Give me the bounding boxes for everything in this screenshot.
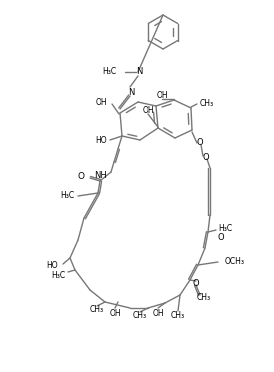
Text: CH₃: CH₃ — [133, 311, 147, 321]
Text: O: O — [197, 138, 203, 147]
Text: CH₃: CH₃ — [90, 305, 104, 314]
Text: O: O — [218, 232, 225, 241]
Text: NH: NH — [94, 170, 107, 180]
Text: OCH₃: OCH₃ — [225, 257, 245, 266]
Text: OH: OH — [109, 308, 121, 317]
Text: OH: OH — [142, 106, 154, 115]
Text: N: N — [136, 67, 142, 76]
Text: OH: OH — [156, 90, 168, 99]
Text: H₃C: H₃C — [218, 224, 232, 232]
Text: OH: OH — [152, 308, 164, 317]
Text: HO: HO — [95, 135, 107, 144]
Text: HO: HO — [46, 262, 58, 270]
Text: O: O — [78, 171, 85, 180]
Text: OH: OH — [95, 97, 107, 106]
Text: H₃C: H₃C — [51, 270, 65, 279]
Text: H₃C: H₃C — [60, 190, 74, 199]
Text: N: N — [128, 87, 134, 96]
Text: O: O — [193, 279, 199, 288]
Text: CH₃: CH₃ — [200, 99, 214, 108]
Text: CH₃: CH₃ — [171, 311, 185, 320]
Text: O: O — [203, 153, 209, 161]
Text: H₃C: H₃C — [102, 67, 116, 76]
Text: CH₃: CH₃ — [197, 294, 211, 302]
